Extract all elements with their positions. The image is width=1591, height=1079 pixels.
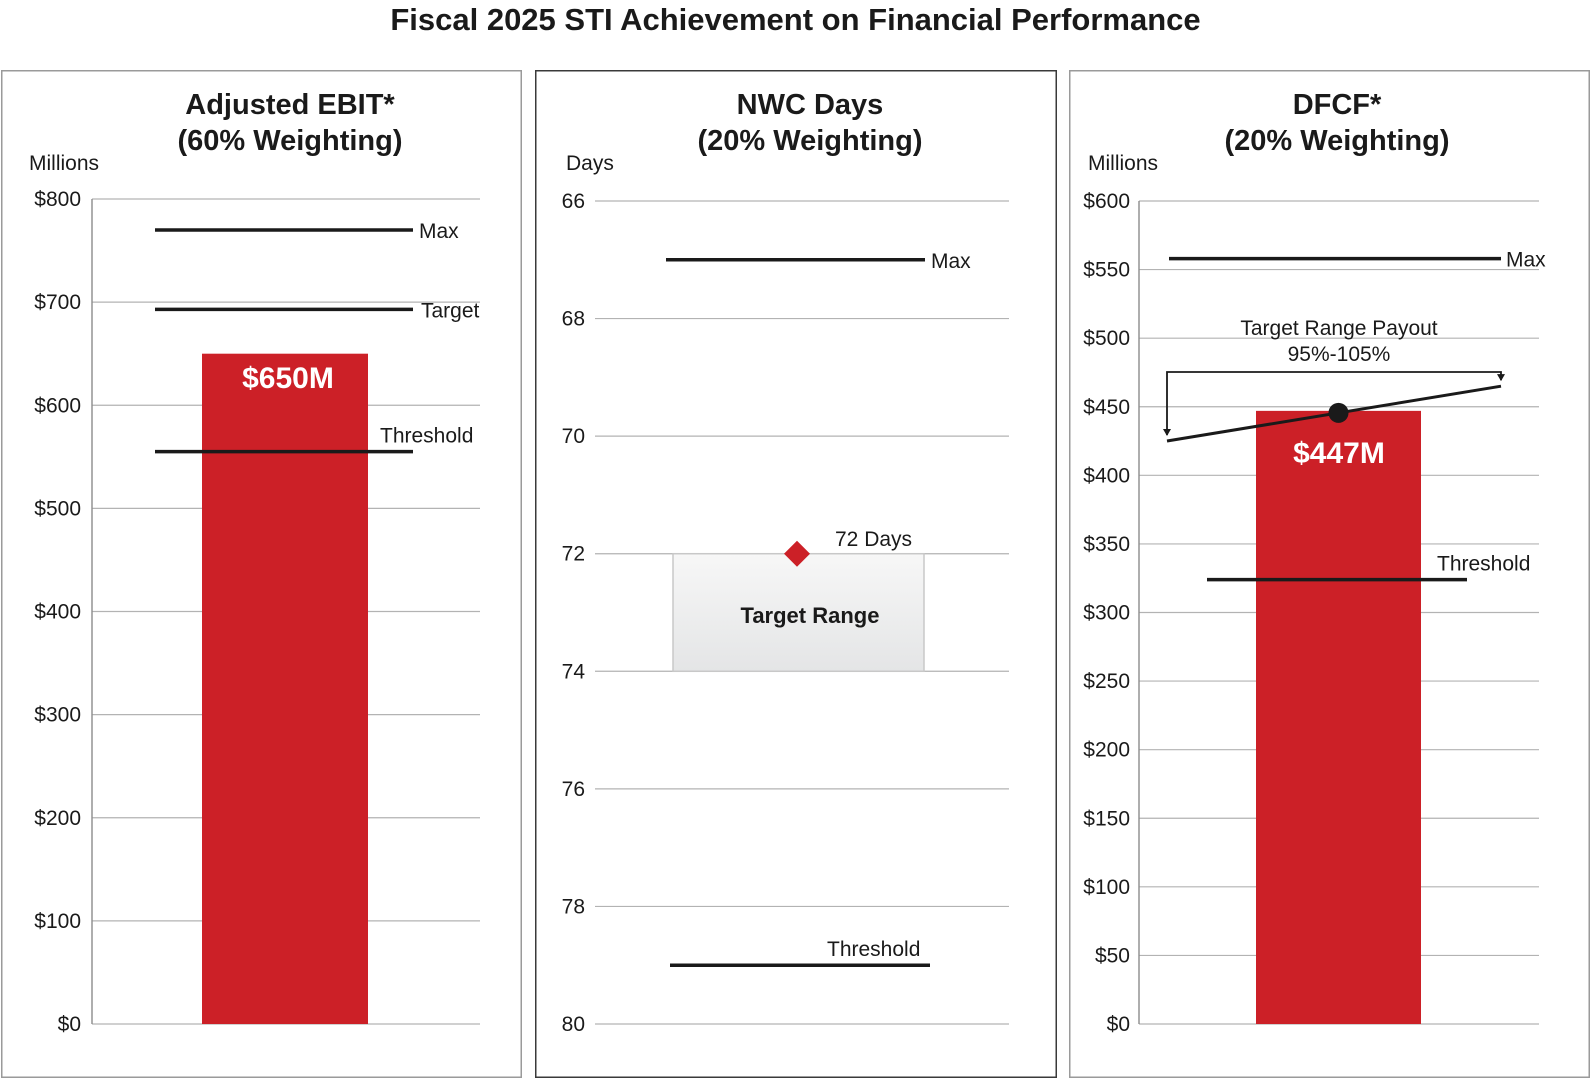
y-tick-label: $0 — [1107, 1013, 1130, 1036]
max-label: Max — [931, 250, 971, 273]
y-tick-label: 74 — [562, 660, 586, 683]
target-range-label: Target Range — [741, 603, 880, 628]
y-tick-label: $200 — [34, 807, 81, 830]
y-unit-label: Days — [566, 152, 614, 175]
y-tick-label: 76 — [562, 778, 585, 801]
y-unit-label: Millions — [1088, 152, 1158, 175]
chart-title-line2: (20% Weighting) — [1224, 125, 1449, 157]
ebit-bar — [202, 353, 368, 1024]
actual-value-label: 72 Days — [835, 528, 912, 551]
y-unit-label: Millions — [29, 152, 99, 175]
chart-title-line2: (60% Weighting) — [177, 125, 402, 157]
chart-title-line2: (20% Weighting) — [697, 125, 922, 157]
y-tick-label: $250 — [1083, 670, 1130, 693]
main-title: Fiscal 2025 STI Achievement on Financial… — [390, 2, 1201, 37]
y-tick-label: $500 — [1083, 327, 1130, 350]
target-range-box — [672, 552, 925, 673]
y-tick-label: $300 — [1083, 602, 1130, 625]
chart-title-line1: NWC Days — [737, 89, 884, 121]
y-tick-label: $50 — [1095, 944, 1130, 967]
dfcf-bar — [1256, 410, 1421, 1024]
threshold-label: Threshold — [1437, 553, 1530, 576]
y-tick-label: $550 — [1083, 259, 1130, 282]
y-tick-label: $500 — [34, 497, 81, 520]
adjusted-ebit-panel: Adjusted EBIT* (60% Weighting) Millions … — [1, 70, 522, 1078]
chart-title-line1: DFCF* — [1293, 89, 1382, 121]
y-tick-label: $400 — [34, 601, 81, 624]
dfcf-value-label: $447M — [1293, 437, 1385, 470]
y-tick-label: $100 — [1083, 876, 1130, 899]
payout-annotation-line2: 95%-105% — [1288, 343, 1391, 366]
threshold-label: Threshold — [827, 938, 920, 961]
payout-annotation-line1: Target Range Payout — [1240, 317, 1437, 340]
y-tick-label: $600 — [1083, 190, 1130, 213]
y-tick-label: 68 — [562, 308, 585, 331]
actual-value-marker — [784, 540, 810, 567]
y-tick-label: 78 — [562, 895, 585, 918]
y-tick-label: $100 — [34, 910, 81, 933]
y-tick-label: $450 — [1083, 396, 1130, 419]
chart-title-line1: Adjusted EBIT* — [185, 89, 395, 121]
y-tick-label: 72 — [562, 543, 585, 566]
y-tick-label: $700 — [34, 291, 81, 314]
y-tick-label: $200 — [1083, 739, 1130, 762]
target-label: Target — [421, 299, 480, 322]
y-tick-label: $0 — [58, 1013, 81, 1036]
nwc-days-panel: NWC Days (20% Weighting) Days 66 68 70 72 74… — [535, 70, 1057, 1078]
y-tick-label: $350 — [1083, 533, 1130, 556]
threshold-label: Threshold — [380, 425, 473, 448]
y-tick-label: 70 — [562, 425, 585, 448]
actual-value-dot — [1328, 402, 1349, 423]
y-tick-label: $600 — [34, 394, 81, 417]
max-label: Max — [419, 220, 459, 243]
y-tick-label: $800 — [34, 188, 81, 211]
max-label: Max — [1506, 249, 1546, 272]
y-tick-label: $150 — [1083, 807, 1130, 830]
payout-bracket — [1163, 371, 1505, 437]
y-tick-label: $300 — [34, 704, 81, 727]
y-tick-label: $400 — [1083, 464, 1130, 487]
y-tick-label: 80 — [562, 1013, 585, 1036]
ebit-value-label: $650M — [242, 362, 334, 395]
dfcf-panel: DFCF* (20% Weighting) Millions $0 $50 $100… — [1069, 70, 1590, 1078]
y-tick-label: 66 — [562, 190, 585, 213]
